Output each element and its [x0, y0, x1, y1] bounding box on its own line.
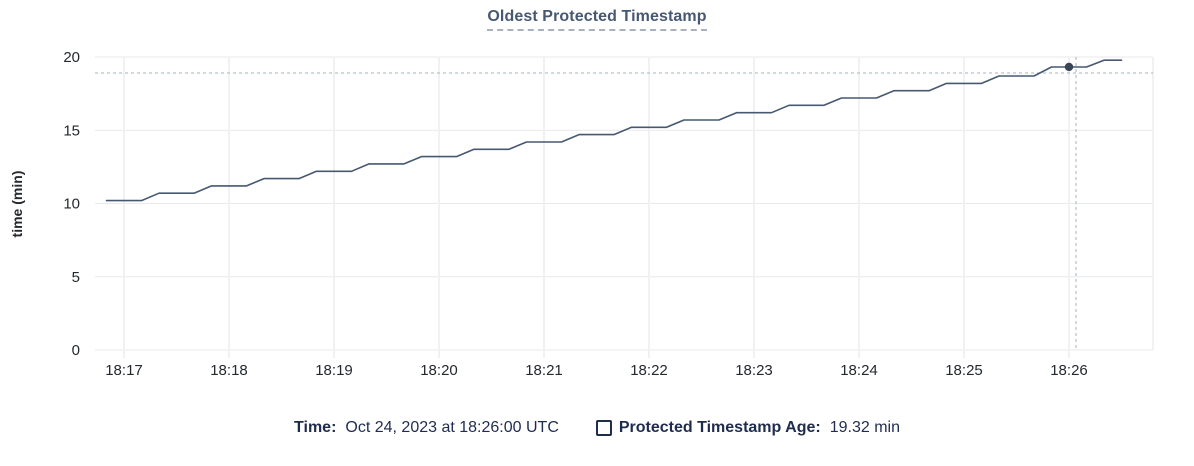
time-value: Oct 24, 2023 at 18:26:00 UTC [345, 419, 559, 436]
line-plot[interactable]: 0 5 10 15 20 18:17 18:18 18:19 18:20 18:21 18:22 18… [0, 0, 1194, 410]
series-value: 19.32 min [829, 419, 900, 436]
x-tick-label: 18:19 [315, 362, 353, 379]
x-tick-label: 18:17 [105, 362, 143, 379]
series-checkbox[interactable] [595, 420, 612, 436]
series-line [105, 59, 1123, 202]
chart-header: Oldest Protected Timestamp [0, 8, 1194, 31]
y-tick-label: 15 [63, 122, 80, 139]
series-label: Protected Timestamp Age: [618, 419, 821, 436]
y-tick-label: 10 [63, 196, 80, 213]
x-tick-label: 18:25 [945, 362, 983, 379]
time-label: Time: [294, 419, 337, 436]
hover-dot [1064, 62, 1074, 72]
y-tick-label: 5 [72, 269, 80, 286]
chart-title[interactable]: Oldest Protected Timestamp [487, 8, 707, 31]
x-tick-label: 18:21 [525, 362, 563, 379]
hover-legend: Time: Oct 24, 2023 at 18:26:00 UTC Prote… [0, 419, 1194, 437]
x-tick-label: 18:20 [420, 362, 458, 379]
x-tick-label: 18:26 [1050, 362, 1088, 379]
x-tick-label: 18:24 [840, 362, 878, 379]
x-tick-label: 18:22 [630, 362, 668, 379]
y-tick-label: 20 [63, 49, 80, 66]
y-tick-label: 0 [72, 342, 80, 359]
x-tick-label: 18:18 [210, 362, 248, 379]
x-tick-label: 18:23 [735, 362, 773, 379]
